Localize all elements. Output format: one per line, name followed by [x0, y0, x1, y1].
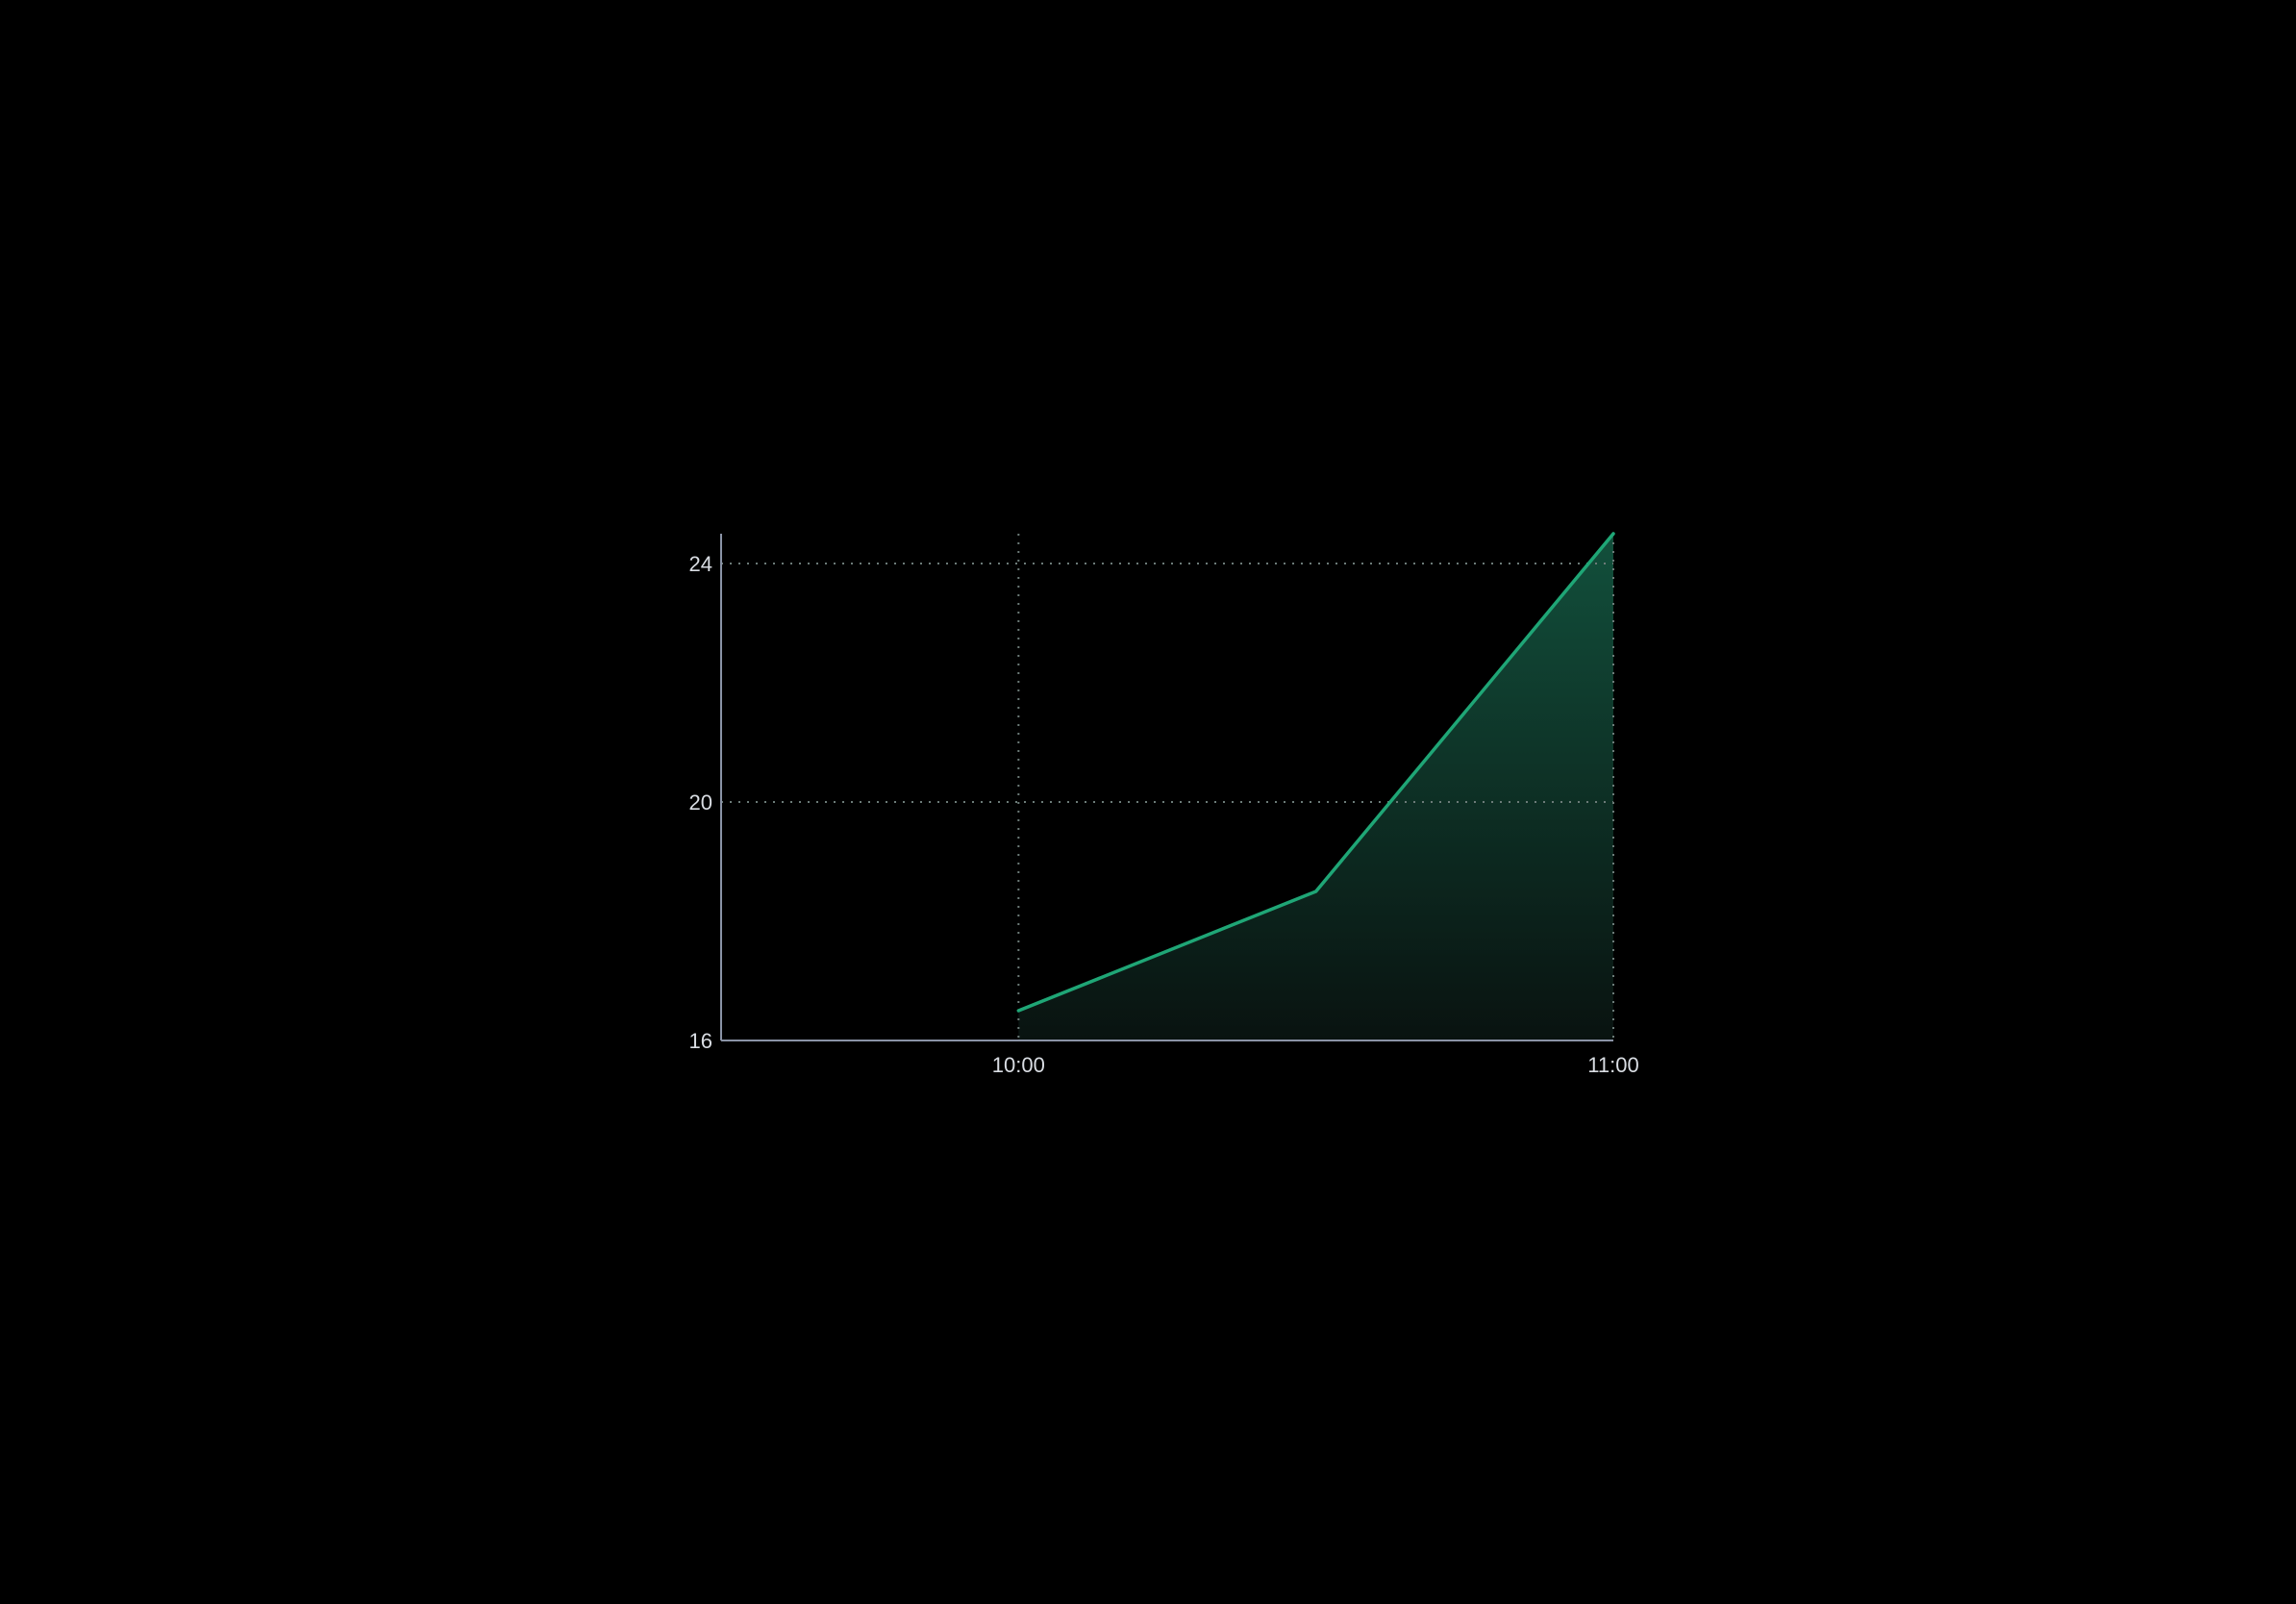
area-fill [1018, 534, 1613, 1040]
grid-lines [721, 534, 1614, 1040]
y-tick-label: 24 [689, 552, 712, 576]
x-tick-label: 10:00 [992, 1053, 1045, 1077]
data-points [1016, 532, 1615, 1013]
x-tick-label: 11:00 [1587, 1053, 1638, 1077]
data-point [1611, 532, 1615, 536]
y-tick-label: 16 [689, 1029, 712, 1053]
data-point [1314, 890, 1318, 893]
y-tick-label: 20 [689, 790, 712, 815]
data-point [1016, 1009, 1020, 1013]
